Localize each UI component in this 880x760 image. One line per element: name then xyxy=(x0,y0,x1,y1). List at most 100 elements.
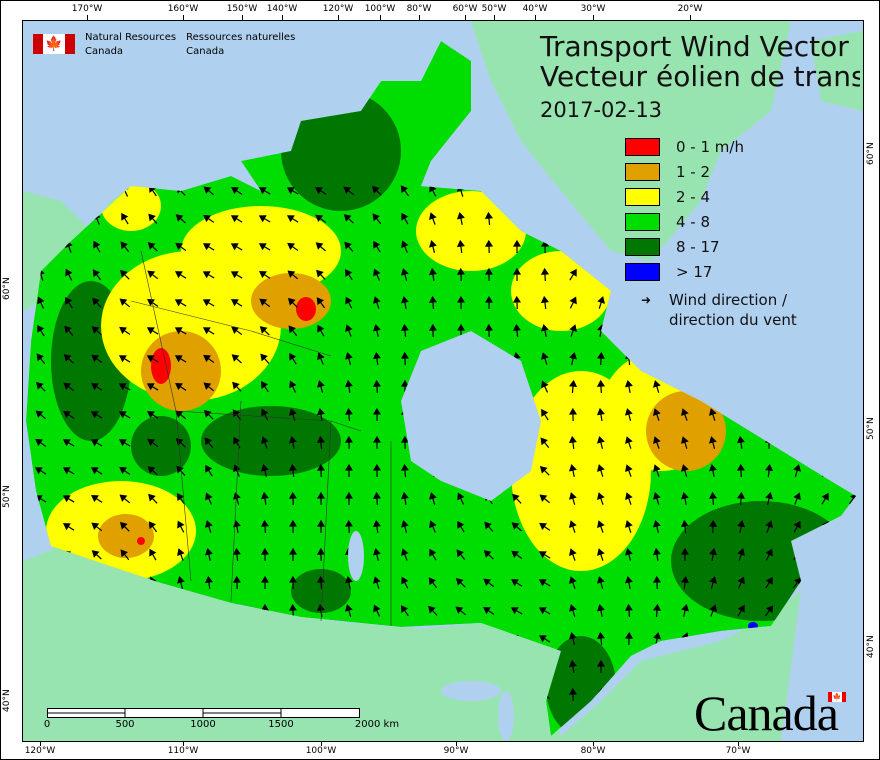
wind-arrow xyxy=(288,463,297,478)
wind-arrow xyxy=(652,520,661,533)
wind-arrow xyxy=(624,603,634,618)
wind-arrow xyxy=(456,267,466,282)
wind-arrow xyxy=(848,549,856,560)
latitude-label: 50°N xyxy=(2,485,12,508)
wind-arrow xyxy=(625,520,633,533)
wind-arrow xyxy=(653,408,661,421)
wind-arrow xyxy=(596,379,606,394)
wind-arrow xyxy=(288,435,297,449)
wind-arrow xyxy=(91,495,103,503)
wind-arrow xyxy=(344,435,354,450)
wind-arrow xyxy=(288,519,298,534)
wind-arrow xyxy=(314,187,327,195)
wind-arrow xyxy=(147,270,159,280)
wind-arrow xyxy=(483,550,494,560)
wind-arrow xyxy=(230,271,243,279)
wind-arrow xyxy=(569,268,577,281)
wind-arrow xyxy=(848,605,856,617)
wind-arrow xyxy=(429,520,437,533)
wind-arrow xyxy=(849,351,856,366)
zone-0-1 xyxy=(137,537,145,545)
wind-arrow xyxy=(288,491,298,506)
wind-arrow xyxy=(428,295,438,310)
wind-arrow xyxy=(848,577,856,589)
longitude-label: 90°W xyxy=(443,746,469,756)
wind-arrow xyxy=(118,383,131,391)
wind-arrow xyxy=(146,411,159,419)
wind-arrow xyxy=(202,271,215,279)
longitude-label: 150°W xyxy=(226,4,258,14)
wind-arrow xyxy=(538,607,551,615)
wind-arrow xyxy=(401,548,409,561)
latitude-label: 60°N xyxy=(866,142,876,165)
wind-arrow xyxy=(400,435,410,450)
wind-arrow xyxy=(91,326,102,336)
wind-arrow xyxy=(429,184,437,197)
wind-arrow xyxy=(541,380,549,393)
title-english: Transport Wind Vector xyxy=(540,30,849,63)
scale-label: 2000 km xyxy=(354,719,400,730)
wind-arrow xyxy=(708,491,718,506)
tick-mark xyxy=(593,741,594,746)
wind-arrow xyxy=(203,186,215,196)
legend-label: 4 - 8 xyxy=(676,212,711,231)
wind-arrow xyxy=(400,463,410,478)
latitude-label: 40°N xyxy=(866,635,876,658)
wind-arrow xyxy=(202,243,215,251)
scale-bar-graphic xyxy=(47,708,360,718)
wind-arrow xyxy=(401,576,409,589)
wind-label-fr: direction du vent xyxy=(669,311,797,329)
wind-arrow xyxy=(681,575,690,590)
legend-swatch xyxy=(625,237,660,256)
lake-superior xyxy=(441,681,501,701)
longitude-label: 140°W xyxy=(266,4,298,14)
wind-arrow xyxy=(316,575,326,590)
wind-arrow xyxy=(232,381,242,392)
wind-arrow xyxy=(625,492,633,505)
wind-arrow xyxy=(512,267,522,282)
wind-arrow xyxy=(568,464,577,477)
wind-arrow xyxy=(652,603,662,618)
wind-arrow xyxy=(568,492,577,505)
wind-arrow xyxy=(259,271,271,279)
wind-arrow xyxy=(708,519,718,534)
tick-mark xyxy=(321,741,322,746)
wind-arrow xyxy=(541,408,549,421)
canada-flag-icon: 🍁 xyxy=(33,34,75,54)
wind-arrow xyxy=(287,270,299,280)
longitude-label: 60°W xyxy=(452,4,478,14)
wind-arrow xyxy=(510,607,523,615)
wind-arrow xyxy=(484,295,494,310)
wind-arrow xyxy=(821,661,830,673)
wind-arrow xyxy=(709,380,717,393)
wind-arrow xyxy=(93,240,101,253)
wind-arrow xyxy=(596,603,605,617)
wind-arrow xyxy=(709,352,717,365)
wind-arrow xyxy=(344,379,353,394)
wind-arrow xyxy=(568,687,578,702)
wind-arrow xyxy=(175,410,187,420)
wind-arrow xyxy=(511,550,523,560)
wind-arrow xyxy=(260,464,269,477)
legend-swatch xyxy=(625,162,660,181)
tick-mark xyxy=(535,15,536,20)
wind-arrow xyxy=(483,578,495,588)
longitude-label: 80°W xyxy=(580,746,606,756)
wind-arrow xyxy=(680,464,689,477)
wind-arrow xyxy=(317,352,325,365)
wind-arrow xyxy=(709,604,717,617)
wind-arrow xyxy=(174,299,187,307)
wind-arrow xyxy=(400,605,409,617)
wind-arrow xyxy=(540,295,549,310)
wind-arrow xyxy=(372,519,381,534)
wind-arrow xyxy=(258,187,271,195)
wind-arrow xyxy=(203,382,215,392)
wind-arrow xyxy=(177,548,185,561)
wind-arrow xyxy=(652,380,661,393)
wind-arrow xyxy=(484,267,494,282)
wind-arrow xyxy=(709,408,717,421)
map-canvas[interactable] xyxy=(22,20,864,742)
wind-arrow xyxy=(202,327,215,335)
legend-item: > 17 xyxy=(625,259,797,284)
wind-arrow xyxy=(569,520,577,533)
